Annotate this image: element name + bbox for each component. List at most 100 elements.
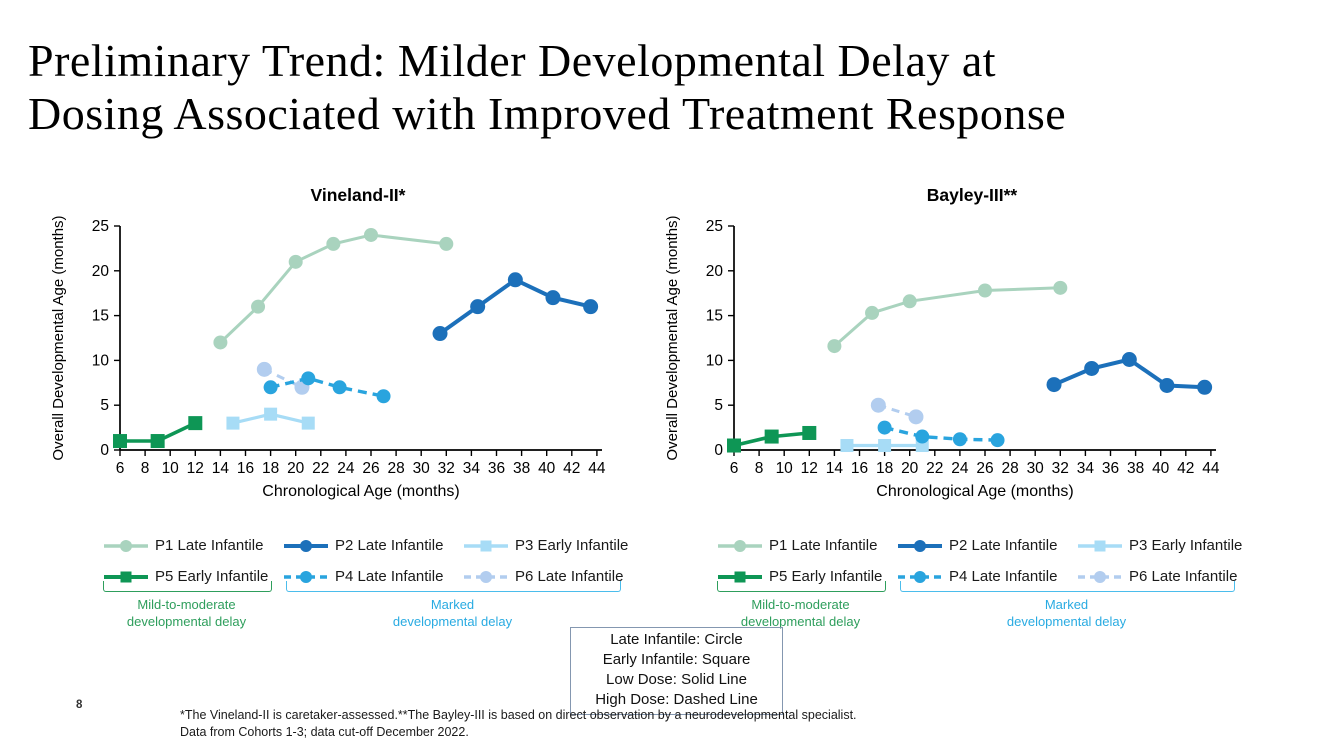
x-tick-label: 24 [951,460,969,477]
x-tick-label: 34 [463,460,481,477]
marker-key-box: Late Infantile: Circle Early Infantile: … [570,627,783,715]
data-point-circle [364,227,378,242]
legend-item-p3: P3 Early Infantile [1077,537,1257,554]
data-point-circle [583,299,599,315]
x-tick-label: 36 [488,460,505,477]
legend-marker-square [120,571,132,582]
vineland-plot: Vineland-II* 6 8 10 12 14 16 18 20 22 24 26 28 30 32 34… [50,185,606,500]
legend-marker-square [480,540,492,551]
series-p5 [727,425,817,453]
data-point-circle [545,290,561,306]
legend-swatch-p6 [464,570,508,583]
legend-swatch-p3 [1078,540,1122,551]
x-tick-label: 32 [1052,460,1069,477]
data-point-circle [908,409,924,425]
data-point-square [764,429,779,444]
caption-line: developmental delay [740,614,861,629]
x-tick-label: 40 [538,460,556,477]
caption-line: developmental delay [392,614,513,629]
series-p6 [870,397,924,425]
chart-title: Vineland-II* [311,185,406,205]
vineland-mild-delay-bracket [103,581,272,592]
bayley-chart: Bayley-III** 6 8 10 12 14 16 18 20 22 24 26 28 30 32 34… [660,184,1274,518]
bayley-plot: Bayley-III** 6 8 10 12 14 16 18 20 22 24 26 28 30 32 34… [664,185,1220,500]
vineland-chart: Vineland-II* 6 8 10 12 14 16 18 20 22 24 26 28 30 32 34… [46,184,660,518]
data-point-circle [1084,360,1100,376]
x-tick-label: 8 [141,460,150,477]
legend-row: P1 Late Infantile P2 Late Infantile P3 Ear… [103,530,655,561]
series-line [219,233,447,344]
series-p4 [877,420,1005,448]
x-tick-label: 38 [513,460,530,477]
data-point-circle [870,397,886,413]
legend-label: P5 Early Infantile [769,568,883,585]
legend-label: P4 Late Infantile [335,568,444,585]
footnote-line2: Data from Cohorts 1-3; data cut-off Dece… [180,724,469,739]
x-tick-label: 28 [1001,460,1018,477]
x-tick-label: 16 [237,460,254,477]
legend-swatch-p1 [718,539,762,552]
data-point-circle [865,305,880,320]
data-point-circle [902,294,917,309]
legend-marker-circle [120,539,132,552]
y-tick-label: 0 [714,442,723,459]
bayley-mild-delay-caption: Mild-to-moderate developmental delay [717,596,884,630]
x-tick-label: 38 [1127,460,1144,477]
y-tick-label: 0 [100,442,109,459]
vineland-mild-delay-caption: Mild-to-moderate developmental delay [103,596,270,630]
y-axis-label: Overall Developmental Age (months) [664,215,681,460]
data-point-circle [470,299,486,315]
legend-label: P5 Early Infantile [155,568,269,585]
x-tick-label: 32 [438,460,455,477]
vineland-legend: P1 Late Infantile P2 Late Infantile P3 Ear… [103,530,655,592]
caption-line: developmental delay [126,614,247,629]
y-tick-label: 10 [706,352,724,369]
x-tick-label: 34 [1077,460,1095,477]
series-p5 [113,416,203,449]
page-title: Preliminary Trend: Milder Developmental … [28,34,1318,140]
data-point-circle [978,283,992,298]
x-tick-label: 10 [162,460,180,477]
legend-marker-square [734,571,746,582]
data-point-square [188,416,203,431]
series-p1 [827,280,1068,354]
series-line [270,376,384,398]
x-tick-label: 42 [1177,460,1194,477]
series-p6 [256,361,310,395]
x-tick-label: 8 [755,460,764,477]
legend-swatch-p2 [284,539,328,552]
page-number: 8 [76,699,83,711]
data-point-circle [251,299,266,314]
data-point-square [878,439,892,453]
legend-label: P3 Early Infantile [1129,537,1243,554]
legend-label: P6 Late Infantile [1129,568,1238,585]
data-point-circle [256,361,272,377]
vineland-marked-delay-bracket [286,581,621,592]
legend-label: P3 Early Infantile [515,537,629,554]
data-point-circle [1121,352,1137,368]
legend-marker-square [1094,540,1106,551]
data-point-square [727,438,741,453]
data-point-circle [301,371,316,386]
y-tick-label: 25 [706,218,723,235]
legend-swatch-p5 [718,571,762,582]
data-point-circle [376,389,391,404]
x-tick-label: 44 [588,460,606,477]
bayley-legend: P1 Late Infantile P2 Late Infantile P3 Ear… [717,530,1269,592]
legend-row: P1 Late Infantile P2 Late Infantile P3 Ear… [717,530,1269,561]
caption-line: Marked [1044,597,1089,612]
data-point-circle [1197,379,1213,395]
legend-swatch-p4 [284,570,328,583]
data-point-circle [263,380,278,395]
x-tick-label: 24 [337,460,355,477]
footnote: *The Vineland-II is caretaker-assessed.*… [180,707,857,740]
legend-marker-circle [300,539,312,552]
legend-item-p4: P4 Late Infantile [283,568,463,585]
series-p2 [432,272,599,342]
legend-swatch-p5 [104,571,148,582]
series-p4 [263,371,391,404]
x-tick-label: 44 [1202,460,1220,477]
legend-row: P5 Early Infantile P4 Late Infantile P6 La… [103,561,655,592]
legend-item-p6: P6 Late Infantile [463,568,643,585]
x-tick-label: 14 [826,460,844,477]
